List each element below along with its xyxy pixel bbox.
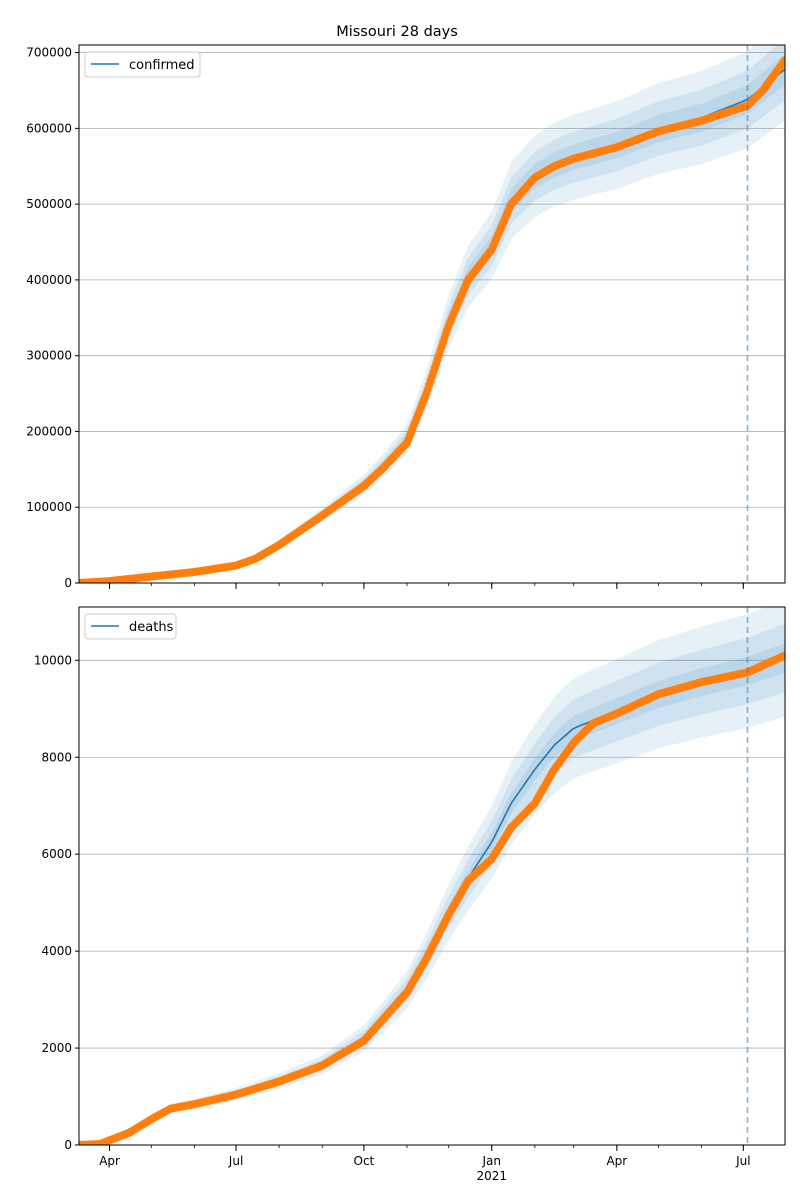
- uncertainty-band-0: [79, 607, 785, 1145]
- y-tick-label: 200000: [26, 424, 72, 438]
- y-tick-label: 400000: [26, 273, 72, 287]
- x-tick-label: Jan: [482, 1154, 502, 1168]
- x-tick-label: Jul: [735, 1154, 750, 1168]
- y-tick-label: 600000: [26, 121, 72, 135]
- plot-area: [79, 607, 785, 1145]
- y-tick-label: 300000: [26, 349, 72, 363]
- plot-area: [79, 45, 785, 583]
- legend: confirmed: [84, 51, 201, 78]
- legend-box: [84, 51, 201, 78]
- y-tick-label: 0: [64, 1138, 72, 1152]
- observed-point: [781, 56, 785, 65]
- observed-point: [781, 651, 785, 660]
- y-tick-label: 700000: [26, 46, 72, 60]
- y-tick-label: 100000: [26, 500, 72, 514]
- y-tick-label: 10000: [34, 653, 72, 667]
- chart-title: Missouri 28 days: [336, 24, 458, 40]
- x-year-label: 2021: [476, 1169, 507, 1183]
- x-tick-label: Jul: [228, 1154, 243, 1168]
- y-tick-label: 8000: [41, 750, 72, 764]
- uncertainty-band-1: [79, 45, 785, 583]
- y-tick-label: 4000: [41, 944, 72, 958]
- legend-entry: confirmed: [129, 58, 195, 73]
- axes-frame: [78, 44, 786, 584]
- y-tick-label: 6000: [41, 847, 72, 861]
- x-tick-label: Oct: [354, 1154, 375, 1168]
- panel-0: 0 100000 200000 300000 400000 500000 600000 700…: [26, 44, 786, 590]
- x-tick-label: Apr: [99, 1154, 120, 1168]
- axes-frame: [78, 606, 786, 1146]
- legend: deaths: [84, 613, 177, 640]
- panel-1: 0 2000 4000 6000 8000 10000 Apr Jul Oct Jan Apr Jul…: [34, 606, 786, 1183]
- legend-box: [84, 613, 177, 640]
- uncertainty-band-2: [79, 53, 785, 583]
- uncertainty-band-0: [79, 45, 785, 583]
- x-tick-label: Apr: [606, 1154, 627, 1168]
- y-tick-label: 2000: [41, 1041, 72, 1055]
- legend-entry: deaths: [129, 620, 174, 635]
- y-tick-label: 0: [64, 576, 72, 590]
- y-tick-label: 500000: [26, 197, 72, 211]
